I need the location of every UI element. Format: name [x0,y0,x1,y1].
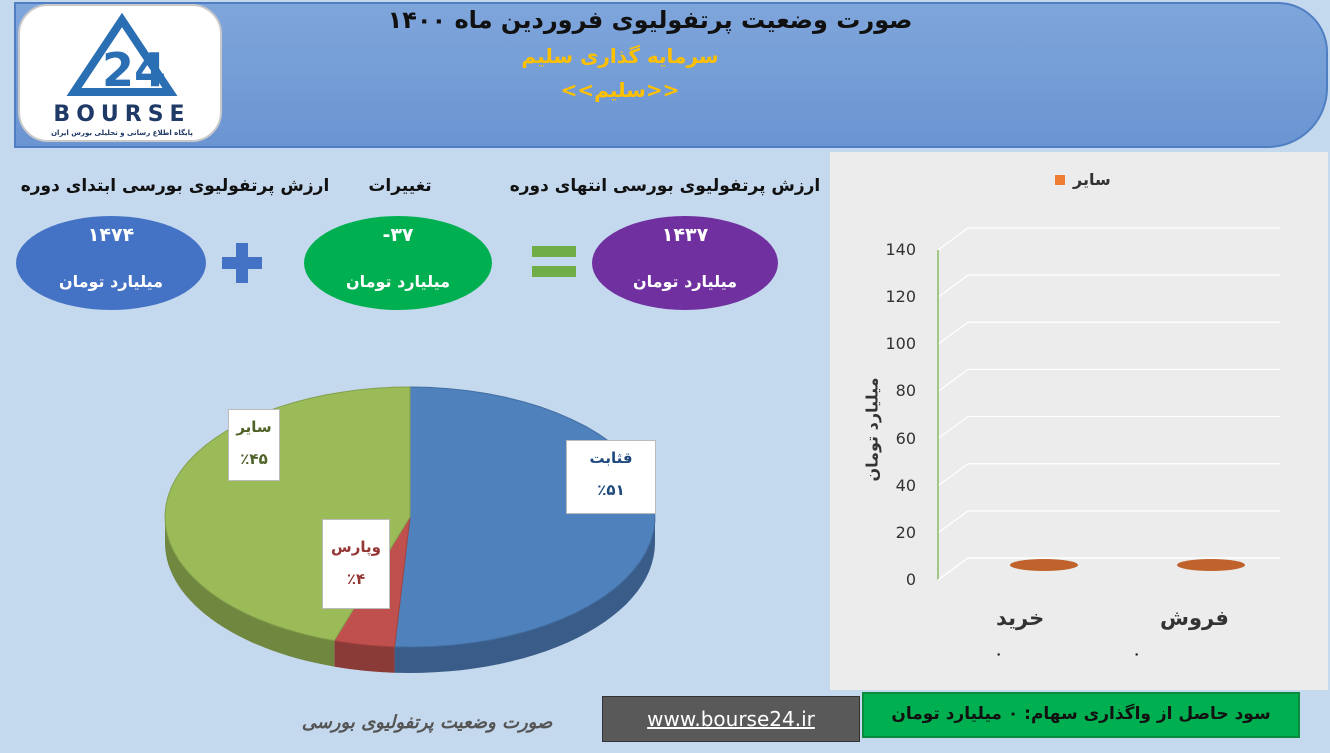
y-tick: 60 [895,429,916,448]
gridline [937,463,1280,487]
url-box: www.bourse24.ir [602,696,860,742]
pie-label-vpars: وپارس ٪۴ [322,519,390,609]
company-name: سرمایه گذاری سلیم [521,44,719,68]
trade-chart-panel [830,152,1328,690]
x-category-sell: فروش [1160,606,1229,630]
pie-label-percent: ٪۵۱ [597,481,625,499]
x-category-buy: خرید [996,606,1045,630]
change-label: تغییرات [368,176,432,196]
logo-mark-icon: 24 [66,12,178,97]
pie-label-name: قثابت [589,449,633,467]
pie-label-percent: ٪۴ [346,570,366,588]
profit-text: سود حاصل از واگذاری سهام: ۰ میلیارد توما… [891,704,1271,724]
gridline [937,227,1280,251]
start-value-bubble: ۱۴۷۴ میلیارد تومان [16,216,206,310]
header-banner [14,2,1328,148]
bar-خرید [1010,559,1078,571]
start-value-unit: میلیارد تومان [58,272,164,291]
y-tick: 0 [905,570,916,589]
end-value-unit: میلیارد تومان [632,272,738,291]
y-tick: 40 [895,476,916,495]
logo-subtitle: پایگاه اطلاع رسانی و تحلیلی بورس ایران [51,129,193,137]
pie-side-سایر [165,517,335,667]
plus-icon [222,243,262,283]
page-title: صورت وضعیت پرتفولیوی فروردین ماه ۱۴۰۰ [387,6,913,34]
chart-legend: سایر [1055,170,1111,189]
end-value-label: ارزش پرتفولیوی بورسی انتهای دوره [509,176,821,196]
legend-label: سایر [1073,170,1111,189]
change-value: -۳۷ [382,224,414,246]
website-link[interactable]: www.bourse24.ir [647,707,815,731]
y-tick: 120 [885,287,916,306]
profit-box: سود حاصل از واگذاری سهام: ۰ میلیارد توما… [862,692,1300,738]
change-value-unit: میلیارد تومان [345,272,451,291]
y-tick: 140 [885,240,916,259]
gridline [937,415,1280,440]
logo: 24 BOURSE پایگاه اطلاع رسانی و تحلیلی بو… [18,4,222,142]
floor-line [937,557,1280,581]
company-symbol: <<سلیم>> [560,78,680,102]
gridline [937,368,1280,392]
svg-text:24: 24 [102,43,166,97]
gridline [937,321,1280,345]
change-value-bubble: -۳۷ میلیارد تومان [304,216,492,310]
pie-side-وپارس [334,640,395,673]
pie-label-name: سایر [236,418,272,436]
end-value-bubble: ۱۴۳۷ میلیارد تومان [592,216,778,310]
start-value-label: ارزش پرتفولیوی بورسی ابتدای دوره [20,176,330,196]
bar-فروش [1177,559,1245,571]
end-value: ۱۴۳۷ [661,224,709,246]
logo-text: BOURSE [53,102,191,127]
footer-caption: صورت وضعیت پرتفولیوی بورسی [301,712,553,733]
start-value: ۱۴۷۴ [87,224,135,246]
y-tick: 100 [885,334,916,353]
pie-label-name: وپارس [331,538,381,556]
legend-swatch [1055,174,1065,185]
pie-side-قثابت [394,517,655,673]
gridline [937,510,1280,534]
pie-label-qsabet: قثابت ٪۵۱ [566,440,656,514]
data-label-buy: ۰ [995,647,1003,661]
y-tick: 80 [895,381,916,400]
gridline [937,274,1280,298]
pie-label-percent: ٪۴۵ [240,450,268,468]
y-axis-label: میلیارد تومان [862,377,882,482]
data-label-sell: ۰ [1133,647,1141,661]
pie-label-other: سایر ٪۴۵ [228,409,280,481]
y-tick: 20 [895,523,916,542]
equals-icon [532,246,576,277]
